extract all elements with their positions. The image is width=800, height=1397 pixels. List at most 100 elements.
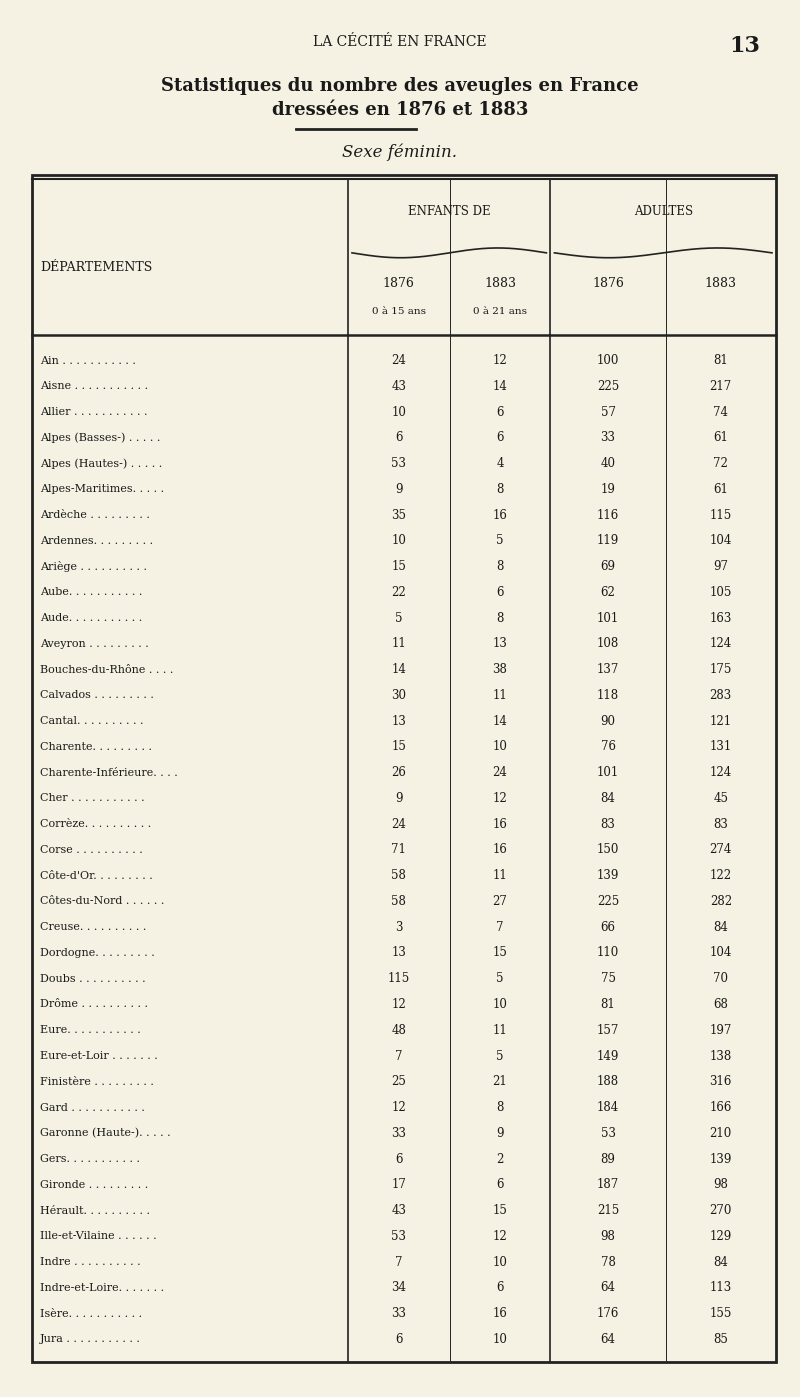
Text: 26: 26	[391, 766, 406, 780]
Text: 12: 12	[493, 1229, 507, 1243]
Text: 5: 5	[395, 612, 402, 624]
Text: Isère. . . . . . . . . . .: Isère. . . . . . . . . . .	[40, 1309, 142, 1319]
Text: 16: 16	[493, 817, 507, 831]
Text: Eure-et-Loir . . . . . . .: Eure-et-Loir . . . . . . .	[40, 1051, 158, 1060]
Text: Indre-et-Loire. . . . . . .: Indre-et-Loire. . . . . . .	[40, 1282, 164, 1292]
Text: 43: 43	[391, 1204, 406, 1217]
Text: 6: 6	[395, 1333, 402, 1345]
Text: 9: 9	[496, 1127, 504, 1140]
Text: 57: 57	[601, 405, 615, 419]
Text: 62: 62	[601, 585, 615, 599]
Text: 90: 90	[601, 715, 615, 728]
Text: 98: 98	[601, 1229, 615, 1243]
Text: Aveyron . . . . . . . . .: Aveyron . . . . . . . . .	[40, 638, 149, 650]
Text: 210: 210	[710, 1127, 732, 1140]
Text: 316: 316	[710, 1076, 732, 1088]
Text: 6: 6	[496, 585, 504, 599]
Text: 11: 11	[493, 689, 507, 701]
Text: Allier . . . . . . . . . . .: Allier . . . . . . . . . . .	[40, 407, 147, 418]
Text: LA CÉCITÉ EN FRANCE: LA CÉCITÉ EN FRANCE	[313, 35, 487, 49]
Text: 33: 33	[601, 432, 615, 444]
Text: 66: 66	[601, 921, 615, 933]
Text: 7: 7	[496, 921, 504, 933]
Text: 12: 12	[493, 353, 507, 367]
Text: 53: 53	[391, 457, 406, 471]
Text: 10: 10	[493, 1333, 507, 1345]
Text: Doubs . . . . . . . . . .: Doubs . . . . . . . . . .	[40, 974, 146, 983]
Text: 101: 101	[597, 766, 619, 780]
Text: 43: 43	[391, 380, 406, 393]
Text: 115: 115	[710, 509, 732, 521]
Text: 72: 72	[714, 457, 728, 471]
Text: 69: 69	[601, 560, 615, 573]
Text: Aube. . . . . . . . . . .: Aube. . . . . . . . . . .	[40, 587, 142, 598]
Text: 27: 27	[493, 895, 507, 908]
Text: Charente. . . . . . . . .: Charente. . . . . . . . .	[40, 742, 152, 752]
Text: 17: 17	[391, 1178, 406, 1192]
Text: Statistiques du nombre des aveugles en France: Statistiques du nombre des aveugles en F…	[161, 77, 639, 95]
Text: 85: 85	[714, 1333, 728, 1345]
Text: Indre . . . . . . . . . .: Indre . . . . . . . . . .	[40, 1257, 141, 1267]
Text: 1883: 1883	[705, 277, 737, 289]
Text: 33: 33	[391, 1127, 406, 1140]
Text: Gers. . . . . . . . . . .: Gers. . . . . . . . . . .	[40, 1154, 140, 1164]
Text: 217: 217	[710, 380, 732, 393]
Text: 83: 83	[714, 817, 728, 831]
Text: 149: 149	[597, 1049, 619, 1063]
Text: 175: 175	[710, 664, 732, 676]
Text: Gironde . . . . . . . . .: Gironde . . . . . . . . .	[40, 1180, 148, 1190]
Text: 53: 53	[391, 1229, 406, 1243]
Text: Ardennes. . . . . . . . .: Ardennes. . . . . . . . .	[40, 536, 153, 546]
Text: 11: 11	[493, 869, 507, 883]
Text: 282: 282	[710, 895, 732, 908]
Text: 24: 24	[391, 353, 406, 367]
Text: 13: 13	[493, 637, 507, 651]
Text: Ain . . . . . . . . . . .: Ain . . . . . . . . . . .	[40, 356, 136, 366]
Text: 74: 74	[714, 405, 728, 419]
Text: 12: 12	[391, 997, 406, 1011]
Text: 9: 9	[395, 792, 402, 805]
Text: 139: 139	[710, 1153, 732, 1165]
Text: Eure. . . . . . . . . . .: Eure. . . . . . . . . . .	[40, 1025, 141, 1035]
Text: 81: 81	[601, 997, 615, 1011]
Text: 1883: 1883	[484, 277, 516, 289]
Text: Aisne . . . . . . . . . . .: Aisne . . . . . . . . . . .	[40, 381, 148, 391]
Text: 184: 184	[597, 1101, 619, 1113]
Text: 2: 2	[496, 1153, 504, 1165]
Text: 15: 15	[391, 560, 406, 573]
Text: 166: 166	[710, 1101, 732, 1113]
Text: 131: 131	[710, 740, 732, 753]
Text: Aude. . . . . . . . . . .: Aude. . . . . . . . . . .	[40, 613, 142, 623]
Text: 225: 225	[597, 895, 619, 908]
Text: 81: 81	[714, 353, 728, 367]
Text: 14: 14	[493, 380, 507, 393]
Text: 119: 119	[597, 535, 619, 548]
Text: Charente-Inférieure. . . .: Charente-Inférieure. . . .	[40, 768, 178, 778]
Text: 7: 7	[395, 1049, 402, 1063]
Text: ADULTES: ADULTES	[634, 205, 693, 218]
Text: Alpes-Maritimes. . . . .: Alpes-Maritimes. . . . .	[40, 485, 164, 495]
Text: 48: 48	[391, 1024, 406, 1037]
Text: 70: 70	[714, 972, 728, 985]
Text: 270: 270	[710, 1204, 732, 1217]
Text: 7: 7	[395, 1256, 402, 1268]
Text: 163: 163	[710, 612, 732, 624]
Text: 187: 187	[597, 1178, 619, 1192]
Text: 138: 138	[710, 1049, 732, 1063]
Text: 139: 139	[597, 869, 619, 883]
Text: 8: 8	[496, 483, 504, 496]
Text: 75: 75	[601, 972, 615, 985]
Text: Gard . . . . . . . . . . .: Gard . . . . . . . . . . .	[40, 1102, 145, 1112]
Text: 121: 121	[710, 715, 732, 728]
Text: Dordogne. . . . . . . . .: Dordogne. . . . . . . . .	[40, 949, 154, 958]
Text: 84: 84	[601, 792, 615, 805]
Text: Ille-et-Vilaine . . . . . .: Ille-et-Vilaine . . . . . .	[40, 1231, 157, 1242]
Text: 16: 16	[493, 509, 507, 521]
Text: 14: 14	[391, 664, 406, 676]
Text: 21: 21	[493, 1076, 507, 1088]
Text: 10: 10	[493, 740, 507, 753]
Text: 6: 6	[496, 405, 504, 419]
Text: 8: 8	[496, 612, 504, 624]
Text: Sexe féminin.: Sexe féminin.	[342, 144, 458, 162]
Text: Corse . . . . . . . . . .: Corse . . . . . . . . . .	[40, 845, 142, 855]
